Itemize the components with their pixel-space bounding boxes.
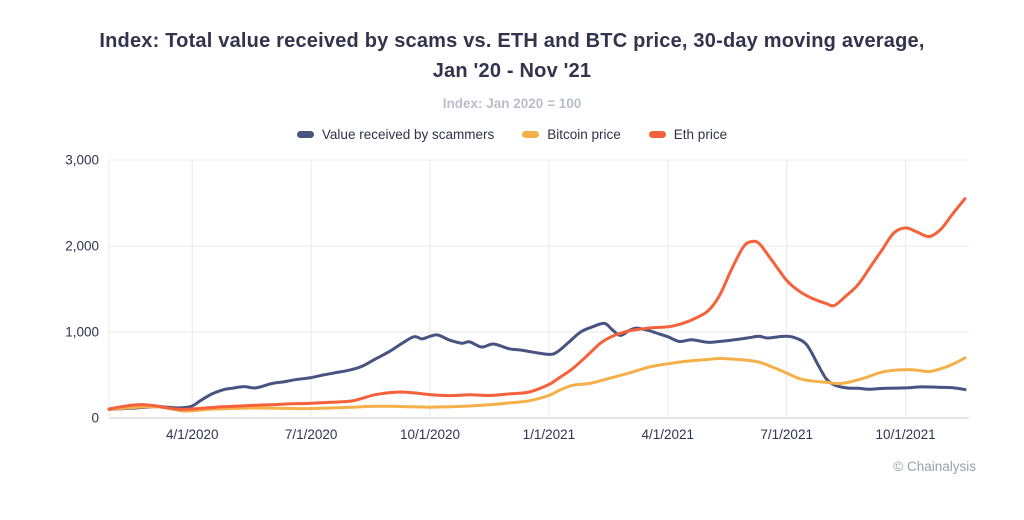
attribution: © Chainalysis bbox=[893, 459, 976, 474]
line-chart: 0 1,000 2,000 3,000 4/1/2020 7/1/2020 10/1/202… bbox=[65, 153, 969, 442]
series-line-value-received-by-scammers bbox=[107, 321, 967, 411]
legend-item: Value received by scammers bbox=[296, 127, 495, 142]
x-tick-label: 4/1/2020 bbox=[166, 427, 219, 442]
series-line-eth-price bbox=[107, 197, 967, 411]
legend-label: Value received by scammers bbox=[321, 127, 495, 142]
legend-label: Eth price bbox=[673, 127, 728, 142]
x-tick-label: 7/1/2020 bbox=[285, 427, 338, 442]
chart-title: Index: Total value received by scams vs.… bbox=[99, 30, 925, 82]
y-tick-label: 3,000 bbox=[65, 153, 99, 168]
y-tick-label: 0 bbox=[91, 411, 99, 426]
x-tick-label: 10/1/2020 bbox=[400, 427, 460, 442]
legend-label: Bitcoin price bbox=[547, 127, 621, 142]
legend-swatch bbox=[522, 131, 540, 138]
legend-item: Eth price bbox=[648, 127, 728, 142]
legend-swatch bbox=[648, 131, 666, 138]
chart-subtitle: Index: Jan 2020 = 100 bbox=[442, 96, 582, 111]
legend: Value received by scammers Bitcoin price E… bbox=[0, 127, 1024, 142]
x-tick-label: 7/1/2021 bbox=[760, 427, 813, 442]
chart-area: 0 1,000 2,000 3,000 4/1/2020 7/1/2020 10/1/202… bbox=[0, 150, 1024, 450]
y-tick-label: 2,000 bbox=[65, 239, 99, 254]
x-tick-label: 1/1/2021 bbox=[523, 427, 576, 442]
legend-item: Bitcoin price bbox=[522, 127, 621, 142]
series-line-bitcoin-price bbox=[107, 356, 967, 413]
y-tick-label: 1,000 bbox=[65, 325, 99, 340]
x-tick-label: 10/1/2021 bbox=[876, 427, 936, 442]
x-tick-label: 4/1/2021 bbox=[642, 427, 695, 442]
legend-swatch bbox=[296, 131, 314, 138]
